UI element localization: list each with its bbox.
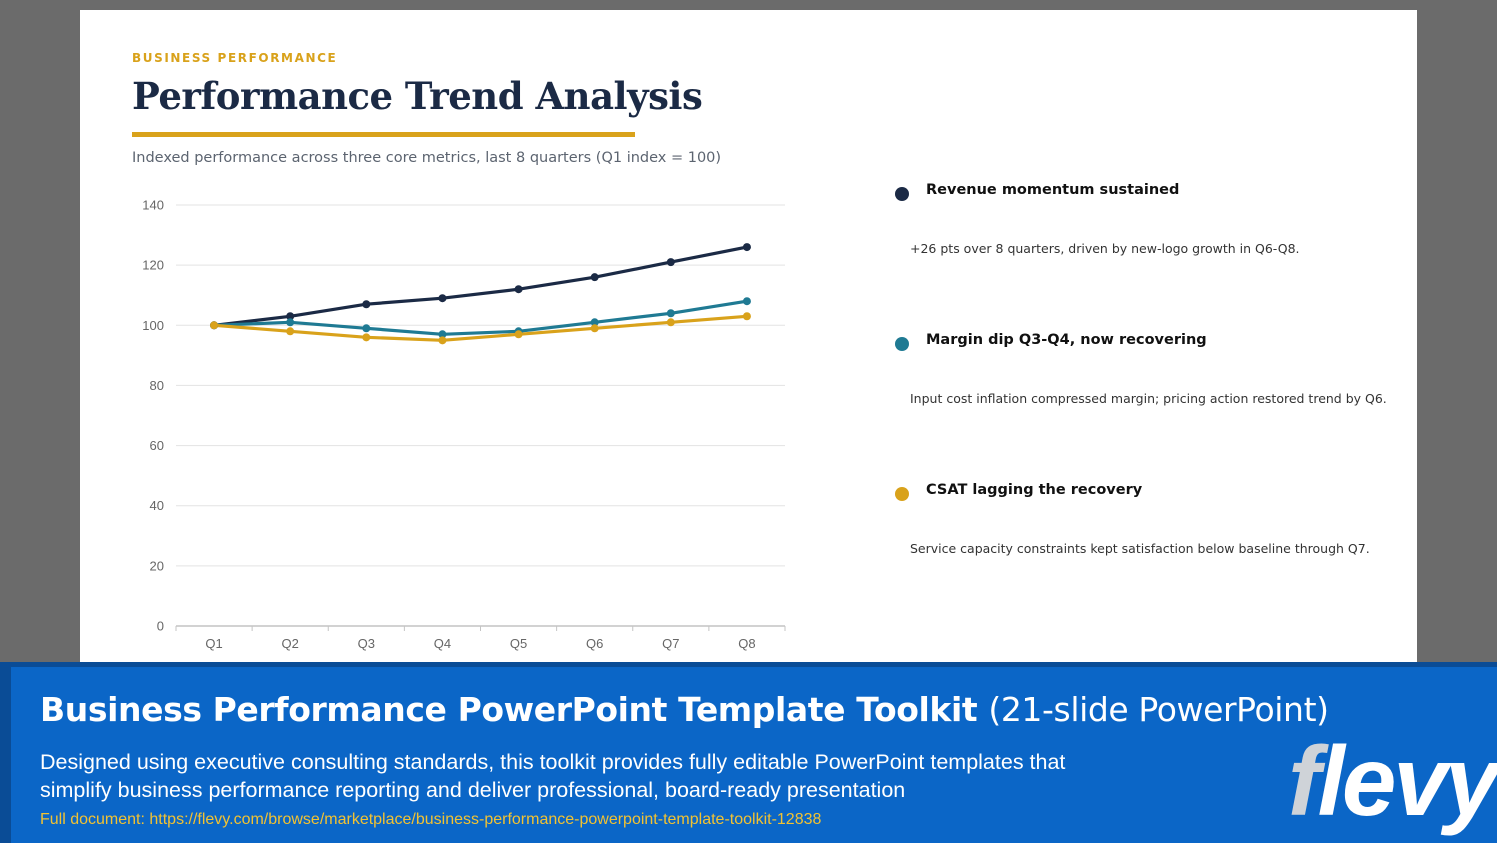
- banner-title-suffix: (21-slide PowerPoint): [988, 690, 1329, 729]
- banner-title: Business Performance PowerPoint Template…: [40, 690, 1329, 729]
- revenue-point: [742, 243, 751, 252]
- revenue-line: [212, 245, 749, 327]
- x-tick-label: Q7: [662, 636, 679, 651]
- csat-point: [362, 333, 371, 342]
- y-tick-label: 100: [142, 318, 164, 333]
- insight-body: Service capacity constraints kept satisf…: [910, 541, 1370, 556]
- x-tick-label: Q4: [434, 636, 451, 651]
- y-tick-label: 0: [157, 619, 164, 634]
- csat-line: [212, 314, 749, 342]
- margin-point: [742, 297, 751, 306]
- x-tick-label: Q8: [738, 636, 755, 651]
- csat-legend-dot: [895, 487, 909, 501]
- x-tick-label: Q6: [586, 636, 603, 651]
- csat-point: [286, 327, 295, 336]
- logo-text: levy: [1317, 726, 1497, 836]
- margin-point: [438, 330, 447, 339]
- y-tick-label: 120: [142, 258, 164, 273]
- banner-title-main: Business Performance PowerPoint Template…: [40, 690, 978, 729]
- flevy-logo[interactable]: flevy: [1288, 732, 1497, 830]
- title-underline: [132, 132, 635, 137]
- slide-title: Performance Trend Analysis: [132, 74, 703, 118]
- revenue-point: [438, 294, 447, 303]
- margin-point: [590, 318, 599, 327]
- banner-left-edge: [0, 662, 11, 843]
- y-tick-label: 140: [142, 198, 164, 213]
- margin-point: [666, 309, 675, 318]
- revenue-legend-dot: [895, 187, 909, 201]
- slide-eyebrow: BUSINESS PERFORMANCE: [132, 51, 338, 65]
- slide-subtitle: Indexed performance across three core me…: [132, 150, 722, 166]
- revenue-point: [362, 300, 371, 309]
- y-tick-label: 60: [150, 438, 164, 453]
- y-tick-label: 40: [150, 498, 164, 513]
- line-chart: 0 20 40 60 80 100 120 140 Q1 Q2 Q3 Q4 Q5 Q6 Q7 Q8: [142, 198, 786, 651]
- csat-point: [210, 321, 219, 330]
- csat-point: [514, 330, 523, 339]
- csat-point: [742, 312, 751, 321]
- revenue-point: [666, 258, 675, 267]
- x-tick-label: Q5: [510, 636, 527, 651]
- banner-document-link[interactable]: Full document: https://flevy.com/browse/…: [40, 811, 822, 828]
- x-tick-label: Q1: [205, 636, 222, 651]
- x-tick-label: Q3: [358, 636, 375, 651]
- margin-point: [362, 324, 371, 333]
- promo-banner: [0, 662, 1497, 843]
- revenue-point: [286, 312, 295, 321]
- insight-body: Input cost inflation compressed margin; …: [910, 391, 1387, 406]
- y-tick-label: 80: [150, 378, 164, 393]
- banner-top-edge: [0, 662, 1497, 667]
- csat-point: [438, 336, 447, 345]
- margin-point: [286, 318, 295, 327]
- x-tick-label: Q2: [282, 636, 299, 651]
- y-tick-label: 20: [150, 558, 164, 573]
- logo-mark: f: [1288, 726, 1321, 836]
- insight-body: +26 pts over 8 quarters, driven by new-l…: [910, 241, 1300, 256]
- insight-heading: Revenue momentum sustained: [926, 182, 1180, 198]
- revenue-point: [514, 285, 523, 294]
- insight-heading: CSAT lagging the recovery: [926, 482, 1143, 498]
- banner-description: Designed using executive consulting stan…: [40, 750, 1066, 802]
- csat-point: [666, 318, 675, 327]
- margin-line: [212, 299, 749, 336]
- revenue-point: [590, 273, 599, 282]
- insight-heading: Margin dip Q3-Q4, now recovering: [926, 332, 1207, 348]
- margin-legend-dot: [895, 337, 909, 351]
- csat-point: [590, 324, 599, 333]
- slide: BUSINESS PERFORMANCE Performance Trend A…: [80, 10, 1417, 670]
